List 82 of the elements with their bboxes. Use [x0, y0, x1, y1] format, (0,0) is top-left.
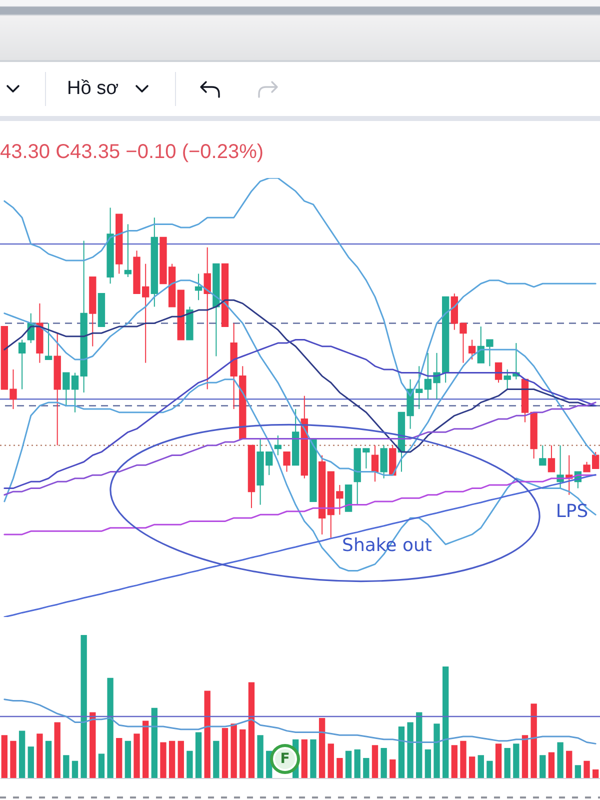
bar: [478, 755, 484, 778]
bar: [1, 735, 8, 778]
bar: [486, 760, 493, 778]
candlestick: [380, 444, 388, 479]
bar: [592, 769, 599, 778]
candlestick: [494, 362, 502, 384]
bar: [363, 758, 370, 778]
bar: [142, 720, 149, 778]
annotation: F: [280, 751, 290, 767]
bar: [18, 730, 26, 778]
bar: [151, 708, 158, 778]
bar: [204, 690, 210, 778]
candlestick: [539, 444, 546, 466]
bar: [513, 744, 520, 778]
bar: [10, 740, 16, 778]
bar: [424, 749, 432, 778]
bar: [416, 712, 422, 778]
bar: [336, 758, 343, 778]
bar: [548, 752, 555, 778]
bar: [530, 704, 537, 778]
bar: [178, 740, 184, 778]
bar: [134, 734, 140, 778]
bar: [124, 740, 132, 778]
bar: [460, 740, 466, 778]
candlestick: [468, 339, 476, 360]
annotation: LPS: [556, 501, 588, 522]
bar: [434, 724, 440, 778]
chart-title: 43.30 C43.35 −0.10 (−0.23%): [0, 141, 264, 163]
bar: [186, 750, 193, 778]
bar: [257, 735, 264, 778]
candlestick: [204, 246, 211, 390]
candlestick: [548, 444, 556, 472]
bar: [584, 760, 590, 778]
candlestick: [274, 434, 282, 456]
bar: [540, 755, 546, 778]
bar: [380, 748, 387, 778]
bar: [468, 756, 476, 778]
bar: [160, 742, 166, 778]
bar: [240, 729, 246, 778]
candlestick: [283, 451, 290, 472]
bar: [310, 739, 316, 778]
bar: [345, 750, 352, 778]
bar: [574, 765, 582, 778]
bar: [213, 740, 220, 778]
bar: [566, 750, 572, 778]
bar: [354, 749, 360, 778]
bar: [107, 678, 114, 778]
bar: [222, 728, 228, 778]
bar: [72, 760, 78, 778]
bar: [407, 722, 414, 778]
bar: [63, 755, 70, 778]
bar: [301, 739, 308, 778]
candlestick: [124, 224, 132, 278]
bar: [504, 748, 510, 778]
candlestick: [194, 273, 202, 301]
bar: [398, 726, 405, 778]
bar: [318, 718, 326, 778]
bar: [195, 732, 202, 778]
candlestick: [44, 322, 52, 360]
candlestick: [371, 444, 379, 482]
bar: [390, 759, 396, 778]
bar: [80, 635, 87, 778]
text: Hồ sơ: [67, 77, 119, 101]
bar: [495, 744, 502, 778]
bar: [45, 740, 52, 778]
bar: [168, 740, 176, 778]
bar: [90, 712, 96, 778]
bar: [230, 724, 237, 778]
bar: [248, 682, 255, 778]
bar: [442, 666, 449, 778]
circle-badge: F: [270, 744, 300, 774]
bar: [116, 738, 122, 778]
bar: [28, 746, 34, 778]
bar: [98, 754, 105, 778]
bar: [372, 745, 378, 778]
bar: [557, 742, 564, 778]
bar: [451, 745, 458, 778]
bar: [36, 734, 43, 778]
bar: [522, 735, 528, 778]
bar: [328, 744, 334, 778]
candlestick: [18, 339, 26, 390]
bar: [54, 722, 60, 778]
